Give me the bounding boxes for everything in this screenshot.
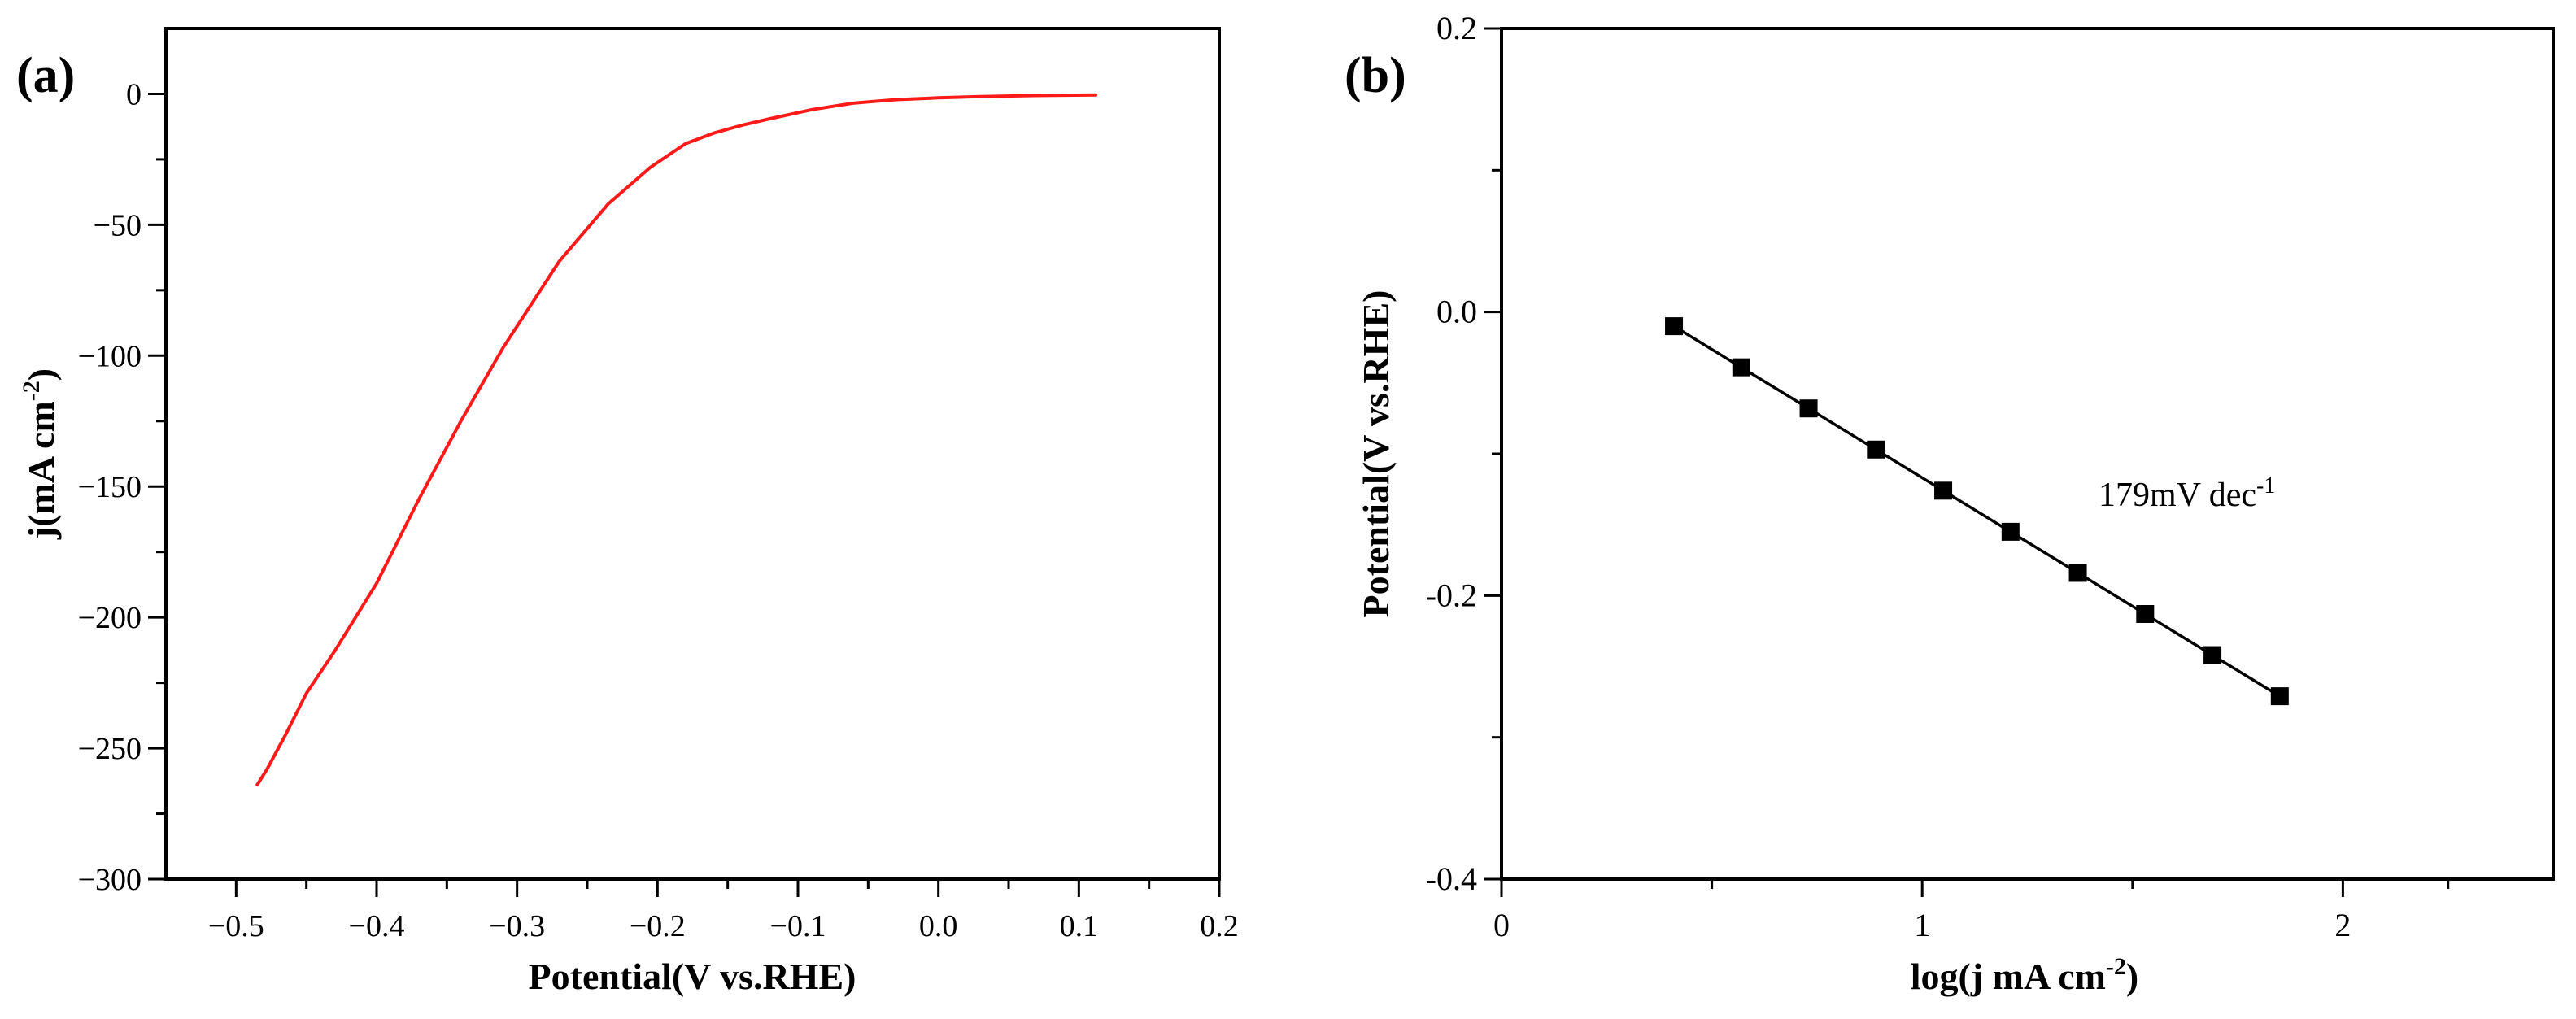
panel-b-data-point — [1867, 440, 1885, 459]
panel-b-data-point — [2203, 646, 2222, 664]
panel-a-x-tick-label: 0.2 — [1200, 909, 1239, 943]
panel-a-y-ticks: 0 −50 −100 −150 −200 −250 −300 — [78, 77, 166, 897]
panel-b-y-tick-label: -0.2 — [1426, 577, 1477, 613]
panel-b-data-point — [1732, 358, 1750, 377]
panel-b-frame — [1500, 27, 2555, 881]
panel-a-frame — [164, 27, 1221, 881]
panel-a-y-tick-label: −200 — [78, 601, 142, 635]
panel-a-x-axis-title: Potential(V vs.RHE) — [529, 956, 856, 997]
panel-b-x-title-close: ) — [2126, 956, 2138, 997]
panel-b-x-axis-title: log(j mA cm-2) — [1911, 953, 2138, 997]
panel-b-slope-annotation: 179mV dec-1 — [2099, 473, 2275, 514]
panel-a-y-tick-label: −50 — [94, 208, 142, 242]
panel-b-x-title-sup: -2 — [2106, 953, 2126, 980]
panel-a-series — [255, 93, 1098, 787]
panel-a-y-tick-label: −150 — [78, 470, 142, 504]
panel-a-y-tick-label: −250 — [78, 732, 142, 766]
panel-a-y-axis-title: j(mA cm-2) — [18, 368, 62, 540]
panel-b-series — [1665, 317, 2289, 706]
panel-b-y-tick-label: -0.4 — [1426, 860, 1477, 897]
panel-b-y-tick-label: 0.2 — [1436, 10, 1477, 46]
panel-b-data-point — [1934, 481, 1953, 500]
panel-b-data-point — [2068, 564, 2087, 582]
panel-b-x-tick-label: 2 — [2334, 907, 2351, 943]
panel-a-x-tick-label: −0.5 — [208, 909, 264, 943]
panel-b-data-point — [1799, 399, 1818, 418]
panel-b-annotation-main: 179mV dec — [2099, 477, 2256, 514]
panel-a-tag: (a) — [16, 48, 75, 103]
panel-b-data-point — [2136, 604, 2155, 623]
panel-b-tag: (b) — [1345, 48, 1406, 103]
panel-a-y-tick-label: 0 — [126, 77, 142, 111]
panel-a-x-tick-label: −0.2 — [630, 909, 686, 943]
panel-a-y-tick-label: −100 — [78, 339, 142, 373]
panel-b-y-ticks: 0.2 0.0 -0.2 -0.4 — [1426, 10, 1502, 897]
panel-a: (a) −0.5 −0.4 −0.3 −0.2 −0.1 0.0 0.1 0.2 0 −50 −1… — [16, 27, 1239, 997]
panel-a-x-ticks: −0.5 −0.4 −0.3 −0.2 −0.1 0.0 0.1 0.2 — [208, 879, 1239, 943]
panel-b-x-tick-label: 1 — [1914, 907, 1930, 943]
panel-a-y-title-sup: -2 — [18, 381, 45, 401]
panel-b-annotation-sup: -1 — [2256, 473, 2275, 499]
panel-b-x-title-main: log(j mA cm — [1911, 956, 2106, 997]
panel-b: (b) 0 1 2 0.2 0.0 -0.2 -0.4 179mV dec-1 log(j… — [1345, 10, 2555, 997]
panel-b-data-point — [2270, 687, 2289, 706]
panel-a-x-tick-label: −0.4 — [349, 909, 405, 943]
panel-b-y-axis-title: Potential(V vs.RHE) — [1355, 290, 1397, 618]
panel-b-x-ticks: 0 1 2 — [1493, 879, 2450, 943]
panel-a-x-tick-label: 0.0 — [919, 909, 958, 943]
panel-b-series-line — [1672, 324, 2282, 698]
panel-a-y-title-close: ) — [20, 368, 62, 381]
panel-b-data-point — [1665, 317, 1684, 336]
panel-a-series-line — [255, 93, 1098, 787]
panel-b-y-tick-label: 0.0 — [1436, 294, 1477, 330]
panel-b-data-point — [2001, 522, 2020, 541]
panel-a-y-tick-label: −300 — [78, 863, 142, 897]
panel-b-x-tick-label: 0 — [1493, 907, 1510, 943]
panel-a-x-tick-label: −0.3 — [489, 909, 545, 943]
panel-a-x-tick-label: 0.1 — [1060, 909, 1099, 943]
panel-a-y-title-main: j(mA cm — [20, 401, 62, 540]
panel-a-x-tick-label: −0.1 — [770, 909, 826, 943]
